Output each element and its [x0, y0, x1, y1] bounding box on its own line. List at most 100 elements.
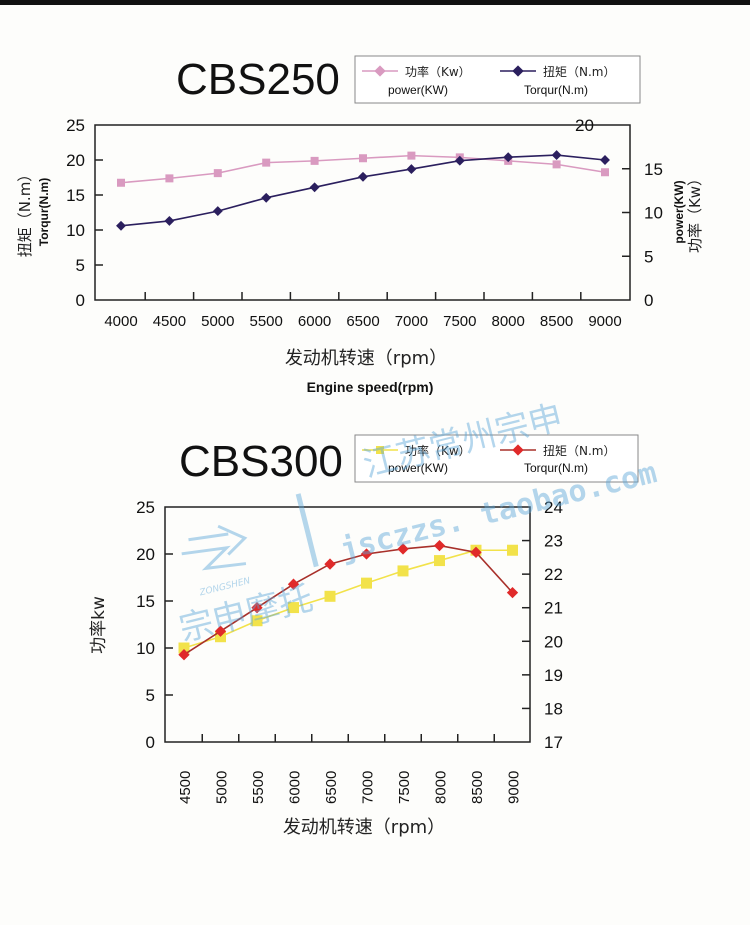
x-tick-label: 8500	[469, 771, 486, 804]
data-point-torque	[324, 558, 336, 570]
y-tick-label: 20	[136, 545, 155, 564]
y2-tick-label: 21	[544, 599, 563, 618]
data-point-power	[359, 154, 367, 163]
data-point-power	[507, 544, 518, 556]
data-point-power	[262, 158, 271, 167]
data-point-torque	[164, 215, 175, 226]
x-tick-label: 9000	[588, 313, 621, 330]
y2-tick-label: 17	[544, 733, 563, 752]
data-point-torque	[551, 150, 562, 161]
y-axis-left: 0 5 10 15 20 25	[136, 498, 173, 752]
legend-torque-label: 扭矩（N.m）	[543, 65, 615, 79]
y2-tick-label: 24	[544, 498, 563, 517]
y2-tick-label: 0	[644, 291, 653, 310]
data-point-power	[213, 169, 222, 178]
y2-tick-label: 20	[575, 116, 594, 135]
data-point-power	[361, 577, 372, 589]
data-point-torque	[214, 625, 227, 637]
legend: 功率（Kw） power(KW) 扭矩（N.m） Torqur(N.m)	[354, 434, 639, 483]
legend-torque-label-en: Torqur(N.m)	[524, 461, 588, 475]
x-axis: 4500 5000 5500 6000 6500 7000 7500 8000 8500 9000	[177, 734, 523, 804]
zongshen-logo-icon	[181, 524, 248, 571]
series-group	[116, 150, 610, 231]
watermark: ZONGSHEN 宗申摩托 jsczzs. taobao.com 江苏常州宗申	[175, 397, 660, 650]
data-point-power	[288, 602, 299, 614]
data-point-power	[397, 565, 409, 577]
x-tick-label: 4000	[104, 313, 137, 330]
data-point-torque	[287, 578, 300, 590]
x-tick-label: 6000	[287, 771, 304, 804]
x-axis-label: 发动机转速（rpm）	[283, 817, 445, 838]
legend: 功率（Kw） power(KW) 扭矩（N.m） Torqur(N.m)	[354, 55, 641, 104]
y-axis-label: 功率kw	[89, 596, 109, 654]
y-tick-label: 25	[136, 498, 155, 517]
legend-torque-marker	[512, 444, 524, 456]
y2-tick-label: 18	[544, 699, 563, 718]
data-point-torque	[251, 602, 263, 614]
x-axis-label: 发动机转速（rpm）	[285, 348, 447, 369]
legend-power-label: 功率（Kw）	[405, 443, 471, 458]
series-group	[178, 539, 519, 661]
legend-power-label-en: power(KW)	[388, 83, 448, 97]
x-tick-label: 9000	[506, 771, 523, 804]
data-point-torque	[360, 548, 373, 560]
series-line-torque	[183, 544, 514, 656]
y-axis-label-en: Torqur(N.m)	[37, 178, 51, 246]
y2-tick-label: 15	[644, 160, 663, 179]
data-point-power	[601, 168, 609, 177]
data-point-power	[310, 156, 319, 165]
data-point-power	[251, 615, 263, 627]
x-tick-label: 6500	[346, 313, 379, 330]
y-axis-right: 0 5 10 15 20	[575, 116, 663, 310]
y2-axis-label-en: power(KW)	[672, 180, 686, 243]
y2-tick-label: 23	[544, 532, 563, 551]
legend-power-label: 功率（Kw）	[405, 64, 471, 79]
y-tick-label: 0	[76, 291, 85, 310]
legend-power-marker	[376, 446, 384, 454]
legend-box	[354, 434, 639, 483]
y-tick-label: 25	[66, 116, 85, 135]
x-axis-label-en: Engine speed(rpm)	[307, 379, 434, 395]
x-tick-label: 5000	[201, 313, 234, 330]
data-point-power	[117, 178, 125, 187]
y-tick-label: 5	[146, 686, 155, 705]
x-tick-label: 4500	[153, 313, 186, 330]
data-point-torque	[212, 206, 223, 217]
data-point-torque	[358, 171, 368, 182]
x-tick-label: 8000	[433, 771, 450, 804]
y-axis-label: 扭矩（N.m）	[16, 167, 34, 258]
x-tick-label: 6500	[323, 771, 340, 804]
data-point-torque	[397, 543, 409, 555]
x-tick-label: 8000	[492, 313, 525, 330]
y-tick-label: 0	[146, 733, 155, 752]
data-point-torque	[178, 649, 190, 661]
top-border-bar	[0, 0, 750, 5]
x-tick-label: 6000	[298, 313, 331, 330]
data-point-torque	[503, 152, 514, 163]
y2-tick-label: 22	[544, 565, 563, 584]
legend-torque-label: 扭矩（N.m）	[543, 444, 615, 458]
x-tick-label: 5500	[250, 771, 267, 804]
data-point-torque	[600, 155, 610, 165]
x-tick-label: 7000	[395, 313, 428, 330]
chart-cbs300: CBS300 功率（Kw） power(KW) 扭矩（N.m） Torqur(N…	[89, 434, 639, 838]
x-tick-label: 7500	[396, 771, 413, 804]
legend-torque-label-en: Torqur(N.m)	[524, 83, 588, 97]
chart-cbs250: CBS250 功率（Kw） power(KW) 扭矩（N.m） Torqur(N…	[16, 55, 704, 395]
y2-tick-label: 20	[544, 632, 563, 651]
data-point-power	[324, 590, 336, 602]
y-tick-label: 15	[66, 186, 85, 205]
data-point-torque	[506, 586, 519, 599]
data-point-torque	[406, 164, 417, 175]
data-point-torque	[116, 220, 126, 231]
chart-title: CBS300	[179, 437, 343, 486]
legend-power-label-en: power(KW)	[388, 461, 448, 475]
watermark-brand-cn: 宗申摩托	[175, 578, 317, 650]
x-tick-label: 8500	[540, 313, 573, 330]
x-tick-label: 4500	[177, 771, 194, 804]
data-point-power	[178, 642, 190, 654]
legend-box	[354, 55, 641, 104]
data-point-power	[552, 160, 561, 169]
chart-title: CBS250	[176, 55, 340, 104]
y-axis-left: 0 5 10 15 20 25	[66, 116, 103, 310]
